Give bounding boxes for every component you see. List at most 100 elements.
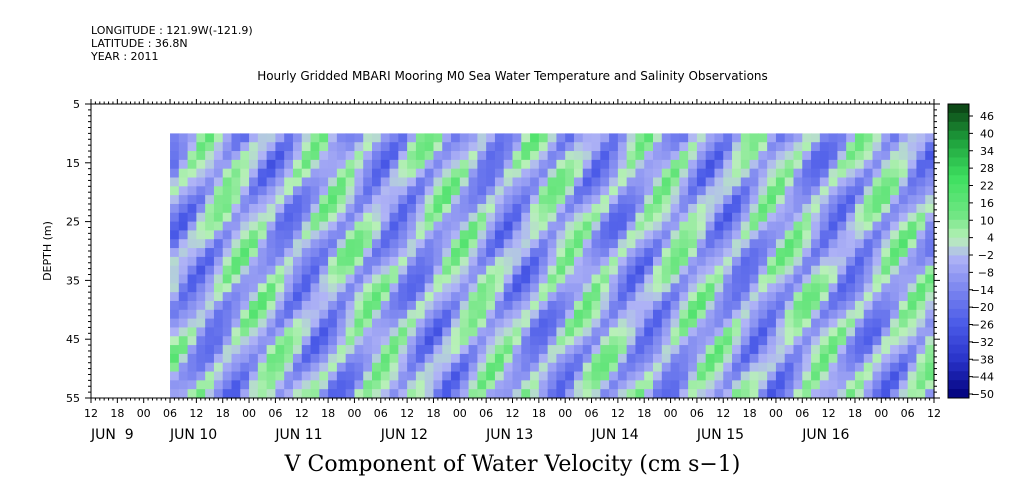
heatmap-cell [354, 380, 364, 390]
heatmap-cell [530, 256, 540, 267]
heatmap-cell [749, 327, 759, 337]
heatmap-cell [512, 345, 522, 355]
heatmap-cell [854, 345, 865, 355]
heatmap-cell [828, 195, 839, 205]
heatmap-cell [538, 380, 549, 390]
heatmap-cell [178, 212, 189, 223]
heatmap-cell [837, 300, 847, 311]
heatmap-cell [486, 142, 496, 152]
heatmap-cell [626, 195, 637, 205]
heatmap-cell [328, 265, 338, 276]
heatmap-cell [600, 203, 610, 214]
heatmap-cell [916, 283, 926, 293]
heatmap-cell [257, 168, 268, 179]
heatmap-cell [617, 248, 628, 258]
heatmap-cell [477, 353, 487, 364]
heatmap-cell [732, 151, 742, 161]
heatmap-cell [477, 159, 487, 170]
heatmap-cell [284, 353, 294, 364]
heatmap-cell [705, 292, 716, 302]
heatmap-cell [854, 142, 865, 152]
colorbar-bin [948, 112, 969, 123]
heatmap-cell [170, 292, 180, 302]
heatmap-cell [170, 300, 180, 311]
heatmap-cell [907, 362, 918, 373]
heatmap-cell [547, 345, 558, 355]
heatmap-cell [196, 380, 206, 390]
heatmap-cell [661, 265, 672, 276]
heatmap-cell [301, 186, 312, 196]
heatmap-cell [635, 142, 645, 152]
heatmap-cell [231, 230, 241, 240]
heatmap-cell [626, 186, 637, 196]
heatmap-cell [925, 380, 935, 390]
heatmap-cell [854, 133, 865, 143]
heatmap-cell [556, 380, 566, 390]
heatmap-cell [328, 292, 338, 302]
heatmap-cell [565, 203, 575, 214]
heatmap-cell [723, 195, 733, 205]
heatmap-cell [775, 283, 786, 293]
heatmap-cell [301, 380, 312, 390]
heatmap-cell [196, 274, 206, 284]
heatmap-cell [398, 274, 408, 284]
heatmap-cell [178, 336, 189, 346]
heatmap-cell [767, 230, 777, 240]
heatmap-cell [819, 283, 830, 293]
heatmap-cell [415, 265, 426, 276]
heatmap-cell [679, 159, 689, 170]
heatmap-cell [547, 142, 558, 152]
heatmap-cell [846, 300, 856, 311]
heatmap-cell [486, 159, 496, 170]
heatmap-cell [292, 274, 303, 284]
heatmap-cell [573, 159, 584, 170]
heatmap-cell [433, 186, 443, 196]
heatmap-cell [872, 151, 882, 161]
heatmap-cell [468, 168, 478, 179]
heatmap-cell [266, 151, 277, 161]
heatmap-cell [442, 318, 452, 329]
heatmap-cell [749, 142, 759, 152]
heatmap-cell [354, 230, 364, 240]
heatmap-cell [205, 318, 215, 329]
heatmap-cell [863, 371, 874, 381]
heatmap-cell [292, 168, 303, 179]
heatmap-cell [486, 292, 496, 302]
heatmap-cell [424, 353, 435, 364]
heatmap-cell [582, 221, 593, 232]
heatmap-cell [521, 239, 531, 249]
heatmap-cell [775, 345, 786, 355]
heatmap-cell [723, 336, 733, 346]
heatmap-cell [705, 345, 716, 355]
heatmap-cell [802, 327, 812, 337]
heatmap-cell [494, 151, 505, 161]
heatmap-cell [670, 221, 680, 232]
heatmap-cell [565, 362, 575, 373]
heatmap-cell [310, 151, 320, 161]
heatmap-cell [187, 221, 197, 232]
heatmap-cell [767, 203, 777, 214]
heatmap-cell [758, 336, 768, 346]
heatmap-cell [670, 256, 680, 267]
heatmap-cell [389, 362, 399, 373]
heatmap-cell [916, 195, 926, 205]
heatmap-cell [881, 195, 891, 205]
heatmap-cell [863, 283, 874, 293]
heatmap-cell [854, 159, 865, 170]
heatmap-cell [609, 345, 619, 355]
heatmap-cell [767, 142, 777, 152]
heatmap-cell [424, 239, 435, 249]
heatmap-cell [284, 221, 294, 232]
heatmap-cell [696, 212, 707, 223]
heatmap-cell [556, 195, 566, 205]
heatmap-cell [837, 221, 847, 232]
heatmap-cell [653, 371, 663, 381]
heatmap-cell [530, 221, 540, 232]
heatmap-cell [249, 168, 259, 179]
heatmap-cell [617, 389, 628, 399]
heatmap-cell [292, 362, 303, 373]
heatmap-cell [767, 309, 777, 320]
heatmap-cell [898, 274, 909, 284]
heatmap-cell [442, 389, 452, 399]
heatmap-cell [749, 221, 759, 232]
